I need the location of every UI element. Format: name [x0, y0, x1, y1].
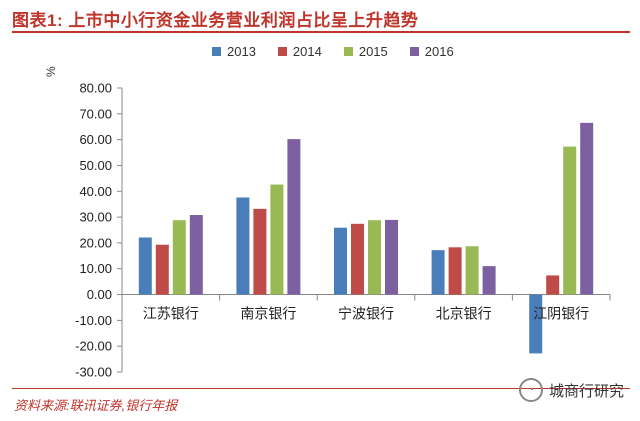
x-category-label: 江苏银行 [143, 306, 199, 322]
watermark: ◔ 城商行研究 [518, 378, 624, 402]
watermark-text: 城商行研究 [548, 382, 624, 400]
legend-label-2013: 2013 [227, 44, 256, 59]
legend-label-2014: 2014 [292, 44, 322, 59]
title-bar: 图表1: 上市中小行资金业务营业利润占比呈上升趋势 [0, 0, 640, 36]
bar-2016-4 [580, 122, 594, 295]
bar-2016-3 [482, 266, 496, 295]
bar-2015-4 [563, 146, 577, 295]
legend-item-2013: 2013 [212, 44, 256, 59]
y-tick-label: -20.00 [75, 339, 112, 354]
y-tick-label: 50.00 [79, 158, 112, 173]
x-category-label: 江阴银行 [533, 306, 589, 322]
footer-rule [12, 388, 630, 389]
bar-2015-1 [270, 184, 284, 295]
x-category-label: 南京银行 [240, 306, 296, 322]
bar-2014-1 [253, 208, 267, 295]
bar-2014-2 [351, 223, 364, 295]
bar-2013-4 [529, 294, 543, 354]
legend-item-2014: 2014 [277, 44, 322, 59]
bar-2014-3 [448, 247, 462, 295]
y-tick-label: -10.00 [75, 313, 112, 328]
chart-title: 图表1: 上市中小行资金业务营业利润占比呈上升趋势 [12, 11, 419, 30]
bar-2013-0 [138, 237, 152, 295]
x-category-label: 宁波银行 [338, 306, 394, 322]
legend-label-2016: 2016 [424, 44, 454, 59]
legend-item-2015: 2015 [343, 44, 388, 59]
legend-swatch-2016 [409, 47, 419, 56]
title-underline [12, 31, 630, 33]
bar-2016-0 [189, 215, 203, 295]
bar-2016-2 [385, 219, 398, 295]
y-tick-label: 0.00 [87, 287, 112, 302]
bar-2015-0 [172, 220, 186, 295]
bar-2013-2 [334, 227, 347, 295]
bar-2014-0 [155, 244, 169, 295]
bar-2015-3 [465, 246, 479, 295]
y-tick-label: 70.00 [79, 106, 112, 121]
legend-swatch-2014 [277, 47, 287, 56]
wechat-icon: ◔ [518, 378, 543, 402]
y-tick-label: 30.00 [79, 210, 112, 225]
bar-2013-3 [431, 250, 445, 295]
bar-2016-1 [287, 139, 301, 295]
legend-swatch-2015 [343, 47, 353, 56]
y-tick-label: -30.00 [75, 365, 112, 380]
x-category-label: 北京银行 [436, 306, 492, 322]
legend-item-2016: 2016 [409, 44, 454, 59]
y-tick-label: 20.00 [79, 235, 112, 250]
legend-label-2015: 2015 [358, 44, 388, 59]
y-tick-label: 80.00 [79, 81, 112, 96]
bar-2015-2 [368, 220, 381, 295]
bar-2013-1 [236, 197, 250, 295]
y-tick-label: 60.00 [79, 132, 112, 147]
source-note: 资料来源:联讯证券,银行年报 [14, 398, 178, 413]
y-tick-label: 40.00 [79, 184, 112, 199]
legend-swatch-2013 [212, 47, 221, 56]
bar-2014-4 [546, 275, 560, 295]
chart-legend: 2013 2014 2015 2016 [212, 44, 454, 59]
y-tick-label: 10.00 [79, 261, 112, 276]
